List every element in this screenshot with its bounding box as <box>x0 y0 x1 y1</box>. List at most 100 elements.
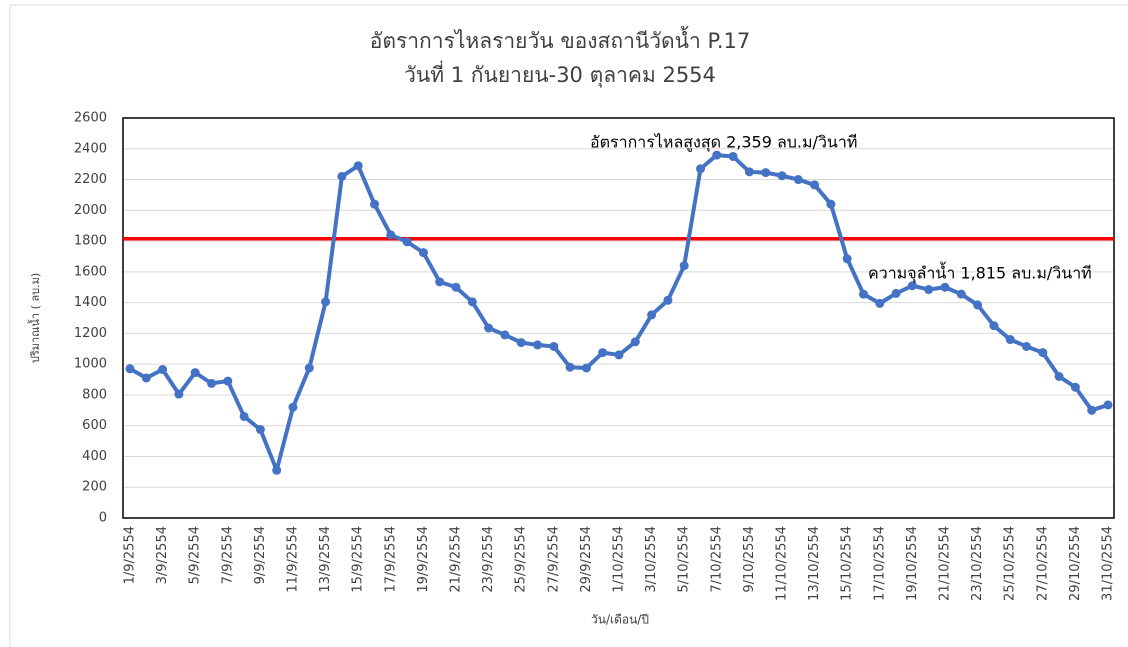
data-point <box>744 167 754 177</box>
data-point <box>859 289 868 299</box>
x-tick-label: 1/10/2554 <box>612 526 627 593</box>
data-point <box>1022 341 1031 351</box>
data-point <box>533 340 542 350</box>
data-point <box>728 151 738 161</box>
x-tick-label: 27/10/2554 <box>1035 526 1050 601</box>
data-point <box>696 164 705 174</box>
x-tick-label: 3/10/2554 <box>644 526 659 593</box>
data-point <box>158 365 168 375</box>
x-tick-label: 5/10/2554 <box>677 526 692 593</box>
chart-title: อัตราการไหลรายวัน ของสถานีวัดน้ำ P.17 <box>370 26 751 53</box>
x-tick-label: 13/10/2554 <box>807 526 822 601</box>
data-point <box>810 180 820 190</box>
x-tick-label: 19/9/2554 <box>416 526 431 593</box>
data-point <box>288 402 298 412</box>
y-tick-label: 2200 <box>74 172 107 187</box>
data-point <box>223 376 233 386</box>
data-point <box>940 282 950 292</box>
data-point <box>207 378 216 388</box>
x-tick-label: 7/9/2554 <box>220 526 235 584</box>
data-point <box>679 261 689 271</box>
data-point <box>1103 400 1113 410</box>
data-point <box>141 373 151 383</box>
data-point <box>581 363 591 373</box>
x-tick-label: 15/9/2554 <box>351 526 366 593</box>
x-tick-label: 27/9/2554 <box>546 526 561 593</box>
x-tick-label: 23/10/2554 <box>970 526 985 601</box>
annotation: ความจุลำน้ำ 1,815 ลบ.ม/วินาที <box>868 262 1092 284</box>
data-point <box>516 338 526 348</box>
data-point <box>402 237 412 247</box>
data-point <box>1087 405 1097 415</box>
data-point <box>1070 382 1080 392</box>
x-tick-label: 19/10/2554 <box>905 526 920 601</box>
x-tick-label: 17/10/2554 <box>872 526 887 601</box>
data-point <box>321 297 331 307</box>
x-tick-label: 31/10/2554 <box>1101 526 1116 601</box>
x-tick-label: 11/10/2554 <box>775 526 790 601</box>
y-tick-label: 0 <box>99 511 107 526</box>
data-point <box>630 337 640 347</box>
data-point <box>956 289 966 299</box>
data-point <box>174 389 184 399</box>
data-point <box>663 295 673 305</box>
data-point <box>484 323 494 333</box>
x-tick-label: 3/9/2554 <box>155 526 170 584</box>
data-point <box>272 465 282 475</box>
data-point <box>500 330 510 340</box>
data-point <box>337 171 347 181</box>
series-line <box>129 153 1109 473</box>
x-tick-label: 17/9/2554 <box>383 526 398 593</box>
data-point <box>1038 348 1048 358</box>
data-point <box>793 175 803 185</box>
y-tick-label: 1400 <box>74 295 107 310</box>
data-point <box>842 254 852 264</box>
data-point <box>467 297 477 307</box>
data-point <box>549 341 559 351</box>
y-axis-label: ปริมาณน้ำ ( ลบ.ม) <box>27 273 42 363</box>
data-point <box>565 362 575 372</box>
x-tick-label: 9/10/2554 <box>742 526 757 593</box>
data-point <box>907 281 917 291</box>
data-point <box>239 411 249 421</box>
data-point <box>190 368 200 378</box>
y-tick-label: 1600 <box>74 264 107 279</box>
data-point <box>598 348 608 358</box>
x-tick-label: 9/9/2554 <box>253 526 268 584</box>
data-point <box>418 248 428 258</box>
data-point <box>777 171 787 181</box>
y-tick-label: 1200 <box>74 326 107 341</box>
x-tick-label: 29/9/2554 <box>579 526 594 593</box>
y-tick-label: 400 <box>82 449 107 464</box>
data-point <box>451 282 461 292</box>
x-tick-label: 21/9/2554 <box>449 526 464 593</box>
chart-border <box>9 4 1128 647</box>
y-tick-label: 600 <box>82 418 107 433</box>
x-tick-label: 23/9/2554 <box>481 526 496 593</box>
x-tick-label: 11/9/2554 <box>286 526 301 593</box>
x-tick-label: 21/10/2554 <box>938 526 953 601</box>
data-point <box>924 285 934 295</box>
data-point <box>1054 371 1064 381</box>
chart-subtitle: วันที่ 1 กันยายน-30 ตุลาคม 2554 <box>404 60 716 88</box>
data-point <box>712 150 722 160</box>
data-point <box>891 288 901 298</box>
data-point <box>353 161 363 171</box>
data-point <box>973 300 983 310</box>
x-tick-label: 29/10/2554 <box>1068 526 1083 601</box>
x-tick-label: 15/10/2554 <box>840 526 855 601</box>
y-tick-label: 2000 <box>74 203 107 218</box>
y-tick-label: 2400 <box>74 141 107 156</box>
data-point <box>370 199 379 209</box>
data-point <box>435 277 445 287</box>
y-tick-label: 2600 <box>74 111 107 126</box>
x-tick-label: 5/9/2554 <box>188 526 203 584</box>
data-point <box>614 350 624 360</box>
data-point <box>125 364 135 374</box>
data-point <box>255 425 265 435</box>
data-point <box>761 168 771 178</box>
x-tick-label: 13/9/2554 <box>318 526 333 593</box>
data-point <box>875 298 885 308</box>
